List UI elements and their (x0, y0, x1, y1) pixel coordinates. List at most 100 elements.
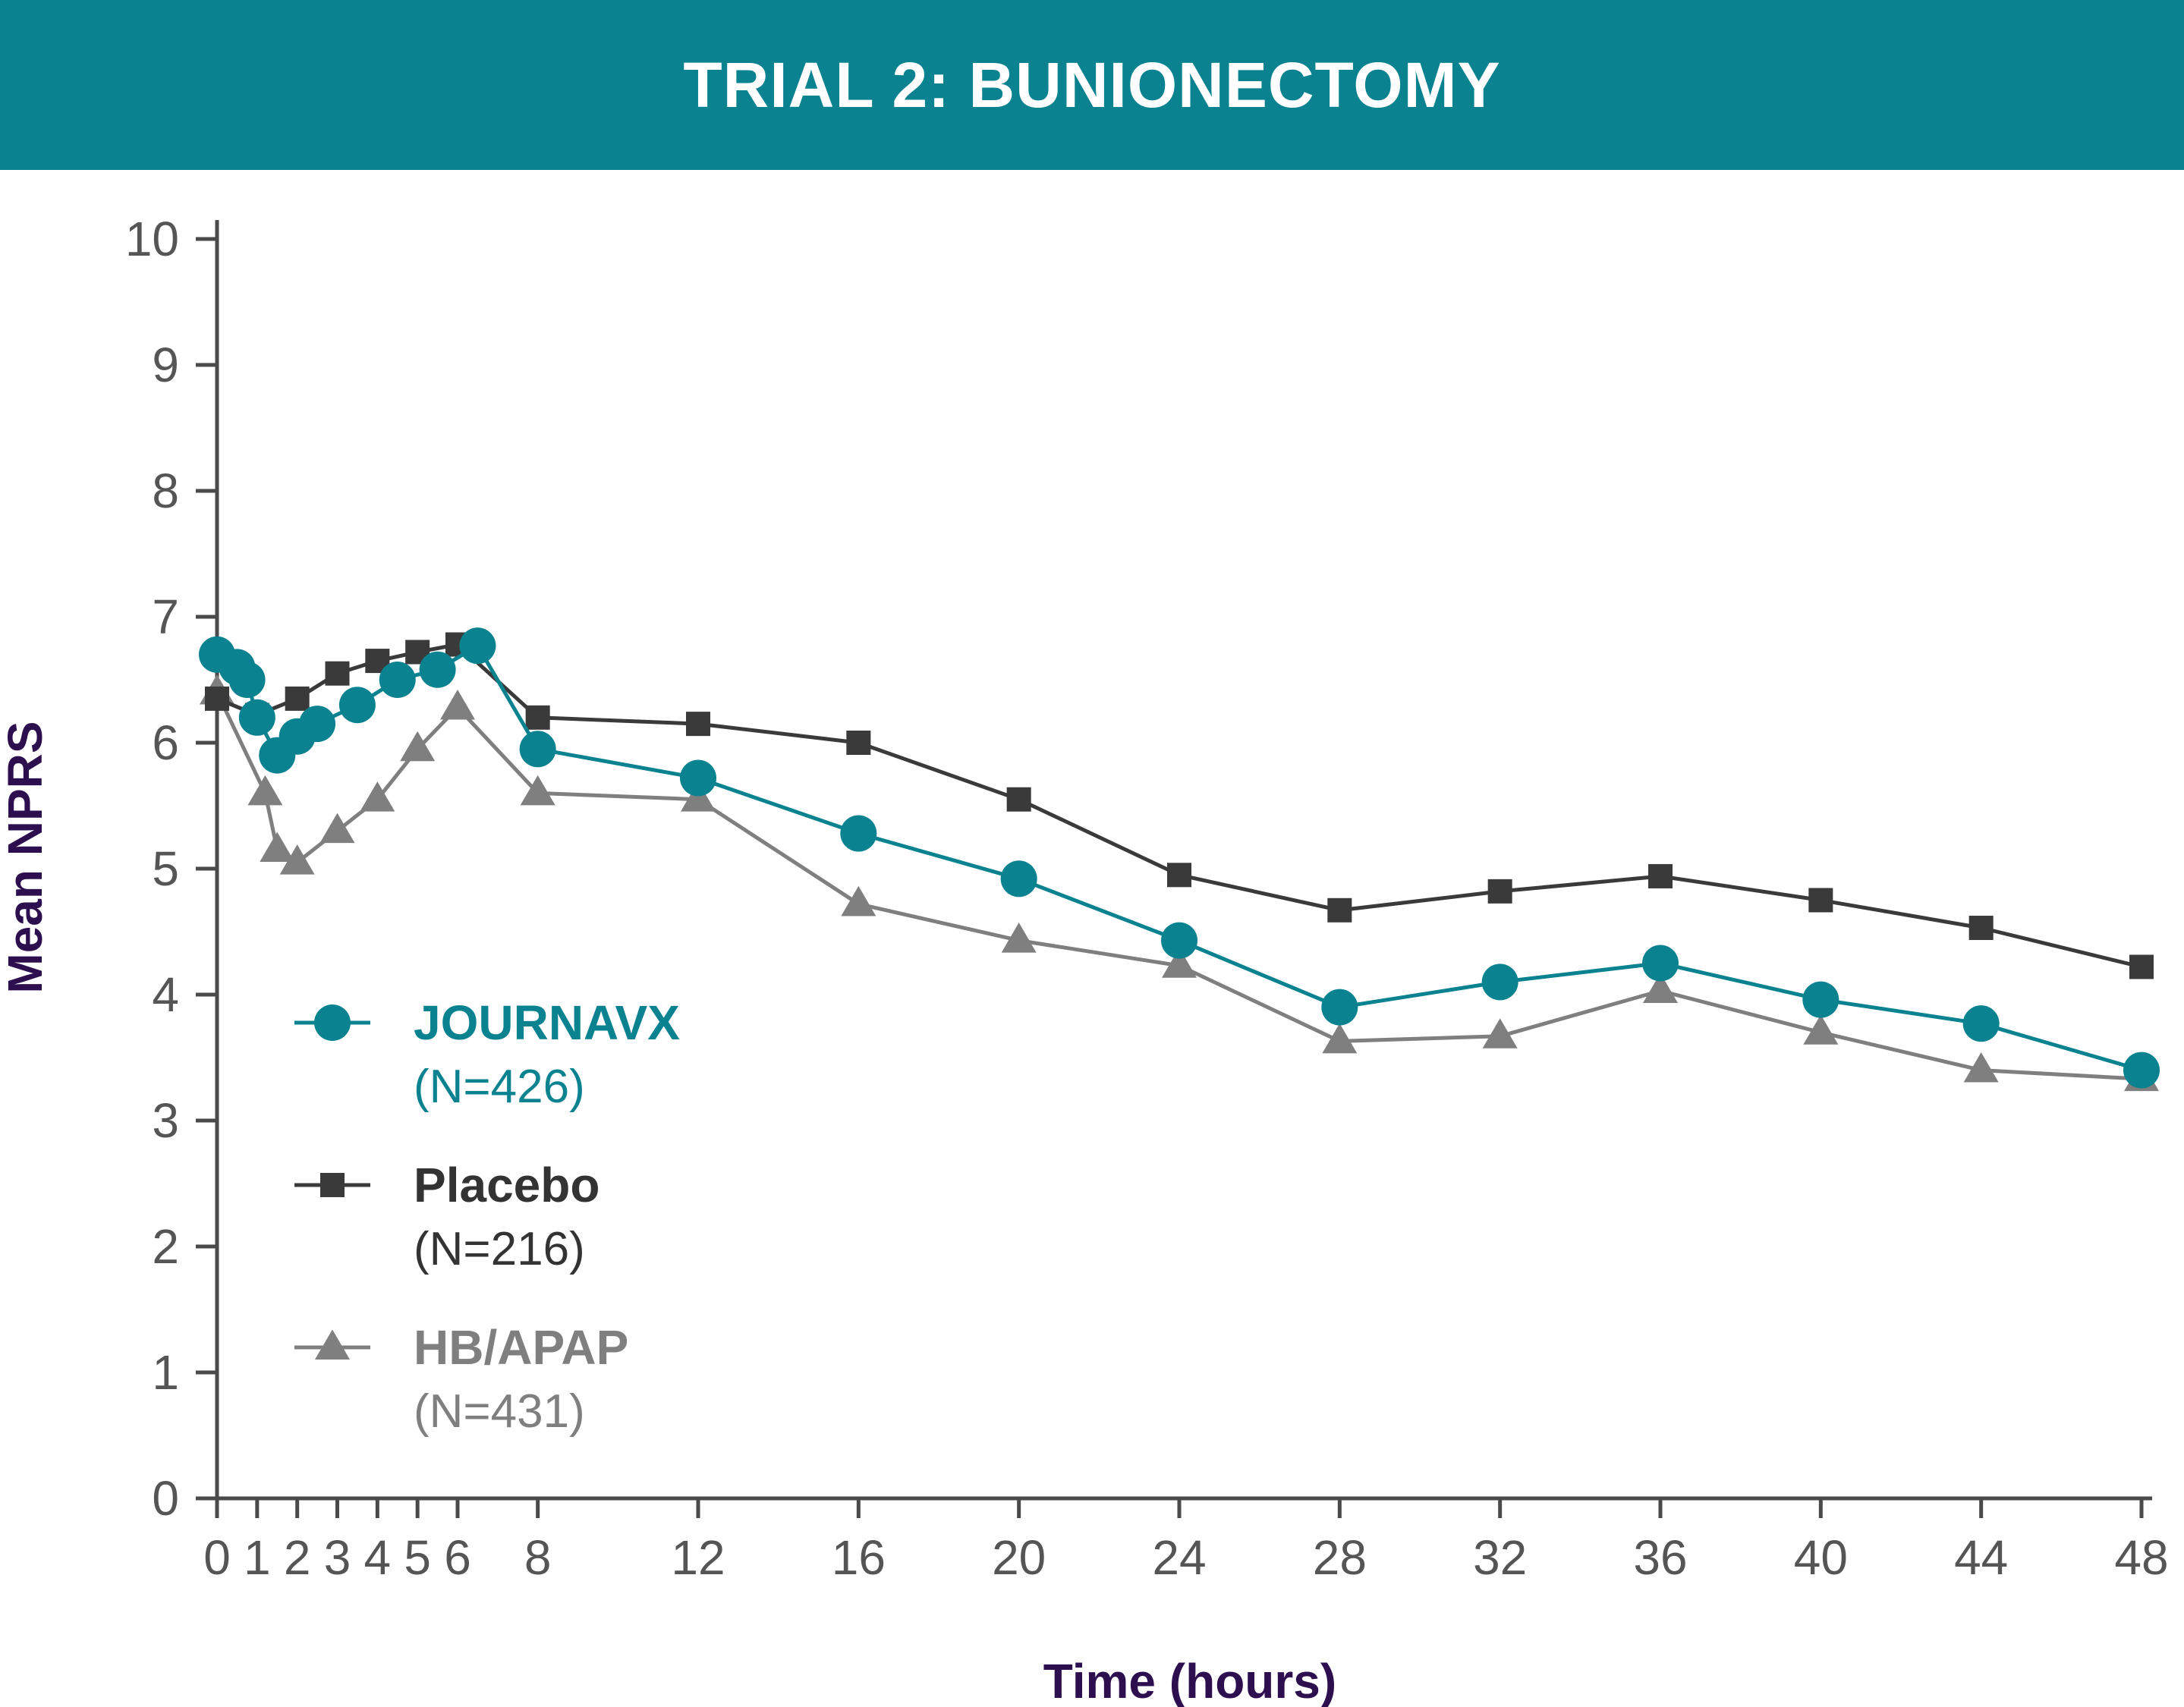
data-point (1006, 787, 1031, 812)
data-point (1322, 1023, 1358, 1054)
data-point (228, 662, 266, 698)
data-point (1648, 863, 1673, 888)
data-point (247, 775, 283, 806)
data-point (459, 627, 496, 665)
data-point (1167, 863, 1191, 888)
data-point (840, 815, 877, 852)
y-tick-label: 3 (152, 1093, 179, 1148)
y-tick-label: 6 (152, 715, 179, 770)
legend-label: Placebo (414, 1158, 599, 1212)
y-tick-label: 10 (125, 212, 179, 266)
x-tick-label: 12 (671, 1530, 725, 1585)
x-tick-label: 5 (404, 1530, 431, 1585)
x-axis-title: Time (hours) (1043, 1654, 1336, 1707)
legend-item: JOURNAVX (N=426) (294, 995, 680, 1113)
data-point (1803, 1014, 1839, 1045)
data-point (1643, 973, 1678, 1003)
x-tick-label: 20 (992, 1530, 1046, 1585)
series-line (216, 643, 2142, 1073)
data-point (681, 781, 716, 812)
data-point (2123, 1052, 2160, 1089)
data-point (1642, 945, 1679, 982)
x-tick-label: 2 (284, 1530, 311, 1585)
x-tick-label: 16 (832, 1530, 886, 1585)
data-point (2129, 954, 2154, 979)
legend-marker-triangle-icon (315, 1329, 350, 1360)
x-tick-label: 28 (1313, 1530, 1367, 1585)
data-point (1000, 860, 1037, 898)
x-tick-label: 8 (524, 1530, 552, 1585)
data-point (1321, 989, 1358, 1026)
data-point (260, 831, 295, 863)
data-point (686, 712, 710, 737)
x-tick-label: 24 (1152, 1530, 1206, 1585)
data-point (400, 731, 436, 762)
data-point (1963, 1052, 1999, 1083)
y-tick-label: 8 (152, 464, 179, 518)
x-tick-label: 6 (444, 1530, 471, 1585)
data-point (519, 731, 556, 768)
data-point (279, 844, 315, 875)
title-banner: TRIAL 2: BUNIONECTOMY (0, 0, 2184, 170)
data-point (440, 689, 475, 720)
data-point (1001, 923, 1037, 953)
legend-label: JOURNAVX (414, 995, 680, 1050)
data-point (1482, 1018, 1518, 1048)
legend-item: Placebo (N=216) (294, 1158, 599, 1275)
data-point (319, 813, 355, 844)
data-point (680, 759, 716, 797)
data-point (1962, 1005, 2000, 1042)
data-point (1327, 898, 1352, 923)
data-point (1481, 964, 1518, 1001)
data-point (299, 706, 336, 743)
data-point (525, 705, 550, 730)
data-point (325, 661, 350, 686)
x-tick-label: 36 (1633, 1530, 1687, 1585)
y-tick-label: 2 (152, 1219, 179, 1274)
series-layer (199, 627, 2160, 1092)
data-point (1161, 922, 1197, 959)
y-tick-label: 7 (152, 589, 179, 644)
data-point (285, 686, 310, 711)
x-tick-label: 40 (1794, 1530, 1848, 1585)
x-tick-label: 32 (1473, 1530, 1527, 1585)
legend-sample-size: (N=431) (414, 1385, 585, 1438)
data-point (238, 699, 275, 736)
data-point (846, 731, 871, 755)
series-journavx (199, 627, 2160, 1089)
legend-marker-square-icon (320, 1173, 345, 1197)
series-placebo (205, 632, 2154, 979)
data-point (360, 781, 395, 812)
data-point (338, 687, 376, 724)
y-tick-label: 9 (152, 338, 179, 392)
y-tick-label: 5 (152, 841, 179, 896)
y-axis-title: Mean NPRS (0, 721, 52, 993)
legend-sample-size: (N=216) (414, 1223, 585, 1275)
legend-marker-circle-icon (314, 1004, 351, 1041)
legend-label: HB/APAP (414, 1320, 628, 1375)
legend: JOURNAVX (N=426) Placebo (N=216) HB/APAP (N=4… (294, 995, 680, 1438)
y-tick-label: 4 (152, 967, 179, 1022)
x-tick-label: 44 (1954, 1530, 2008, 1585)
data-point (1487, 879, 1512, 904)
x-tick-label: 48 (2114, 1530, 2168, 1585)
legend-item: HB/APAP (N=431) (294, 1320, 628, 1438)
data-point (205, 686, 229, 711)
data-point (841, 885, 876, 916)
y-tick-label: 0 (152, 1471, 179, 1526)
x-tick-label: 0 (203, 1530, 231, 1585)
x-tick-label: 3 (324, 1530, 351, 1585)
x-tick-label: 4 (364, 1530, 392, 1585)
data-point (1968, 916, 1994, 941)
x-tick-label: 1 (244, 1530, 271, 1585)
legend-sample-size: (N=426) (414, 1061, 585, 1113)
data-point (419, 651, 456, 688)
y-tick-label: 1 (152, 1345, 179, 1400)
chart-title: TRIAL 2: BUNIONECTOMY (683, 49, 1501, 121)
data-point (520, 775, 555, 806)
data-point (379, 662, 416, 698)
data-point (1162, 948, 1197, 978)
data-point (1808, 888, 1833, 913)
